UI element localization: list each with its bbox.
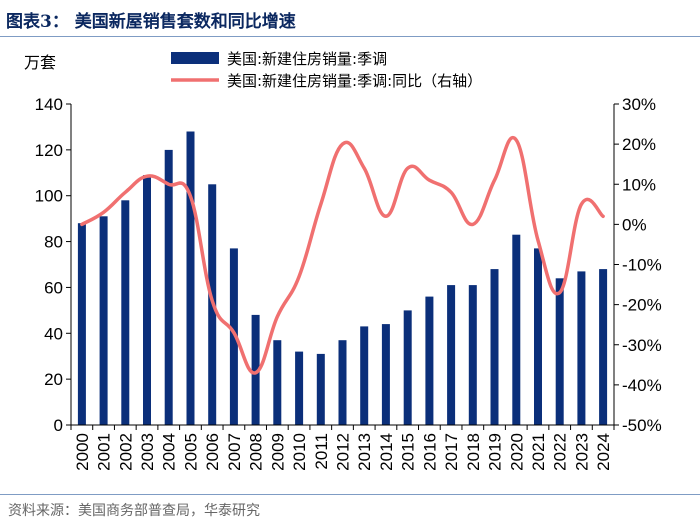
bar-2012 <box>338 340 347 425</box>
x-tick-label: 2010 <box>290 433 309 471</box>
right-tick-label: -20% <box>622 296 662 315</box>
bar-2010 <box>295 351 304 425</box>
x-tick-label: 2007 <box>225 433 244 471</box>
bar-2000 <box>77 223 86 425</box>
left-tick-label: 40 <box>44 324 63 343</box>
legend-bar-swatch <box>171 52 219 64</box>
x-tick-label: 2020 <box>507 433 526 471</box>
axes: 0 20 40 60 80 100 120 140 -50% -40% -30% -20% -10% 0%… <box>35 95 662 471</box>
bar-2020 <box>512 234 521 425</box>
left-tick-label: 100 <box>35 187 63 206</box>
right-tick-label: 20% <box>622 135 656 154</box>
x-tick-label: 2006 <box>203 433 222 471</box>
x-tick-label: 2001 <box>95 433 114 471</box>
x-tick-label: 2015 <box>399 433 418 471</box>
right-tick-label: -40% <box>622 376 662 395</box>
x-tick-label: 2023 <box>572 433 591 471</box>
left-tick-label: 80 <box>44 233 63 252</box>
bar-2015 <box>403 310 412 425</box>
right-tick-label: 0% <box>622 215 647 234</box>
x-tick-label: 2003 <box>138 433 157 471</box>
bar-2007 <box>229 248 238 425</box>
legend-bar-label: 美国:新建住房销量:季调 <box>227 50 387 68</box>
bar-2003 <box>143 175 151 425</box>
right-tick-label: 10% <box>622 175 656 194</box>
x-tick-label: 2013 <box>355 433 374 471</box>
x-tick-label: 2004 <box>160 433 179 471</box>
x-tick-label: 2017 <box>442 433 461 471</box>
bar-2019 <box>490 269 499 425</box>
y-axis-unit-label: 万套 <box>24 53 56 72</box>
bar-2023 <box>577 271 586 425</box>
yoy-line <box>80 136 605 375</box>
legend-line-label: 美国:新建住房销量:季调:同比（右轴） <box>227 72 482 90</box>
bar-2005 <box>186 131 195 425</box>
left-tick-label: 0 <box>54 416 63 435</box>
title-divider <box>0 36 700 37</box>
bar-2016 <box>425 296 434 425</box>
bar-2021 <box>534 248 542 425</box>
title-bar: 图表3： 美国新屋销售套数和同比增速 <box>0 0 700 38</box>
footer-divider <box>0 494 700 495</box>
x-tick-label: 2024 <box>594 433 613 471</box>
x-tick-label: 2000 <box>73 433 92 471</box>
left-tick-label: 60 <box>44 278 63 297</box>
line-series <box>80 136 605 375</box>
bar-2008 <box>251 314 260 425</box>
bar-2018 <box>468 285 477 425</box>
x-tick-label: 2016 <box>420 433 439 471</box>
bar-2009 <box>273 340 282 425</box>
x-tick-label: 2009 <box>268 433 287 471</box>
x-tick-label: 2002 <box>116 433 135 471</box>
x-tick-label: 2022 <box>551 433 570 471</box>
x-tick-label: 2019 <box>486 433 505 471</box>
bar-2014 <box>381 324 390 425</box>
bar-2004 <box>164 149 173 425</box>
right-tick-label: 30% <box>622 95 656 114</box>
bar-2017 <box>447 285 456 425</box>
bar-2001 <box>99 216 108 425</box>
right-tick-label: -50% <box>622 416 662 435</box>
bar-2024 <box>599 269 608 425</box>
x-tick-label: 2005 <box>181 433 200 471</box>
x-tick-label: 2012 <box>334 433 353 471</box>
x-tick-label: 2014 <box>377 433 396 471</box>
bar-2013 <box>360 326 369 425</box>
x-tick-label: 2011 <box>312 433 331 470</box>
right-tick-label: -30% <box>622 336 662 355</box>
figure-title: 图表3： 美国新屋销售套数和同比增速 <box>6 12 296 32</box>
bar-2002 <box>121 200 130 425</box>
bar-series <box>77 131 608 426</box>
left-tick-label: 140 <box>35 95 63 114</box>
bar-2022 <box>555 278 564 425</box>
x-tick-label: 2021 <box>529 433 548 471</box>
left-tick-label: 120 <box>35 141 63 160</box>
bar-2011 <box>316 353 325 425</box>
right-tick-label: -10% <box>622 256 662 275</box>
x-tick-label: 2018 <box>464 433 483 471</box>
left-tick-label: 20 <box>44 370 63 389</box>
x-tick-label: 2008 <box>247 433 266 471</box>
source-note: 资料来源：美国商务部普查局，华泰研究 <box>8 503 260 519</box>
